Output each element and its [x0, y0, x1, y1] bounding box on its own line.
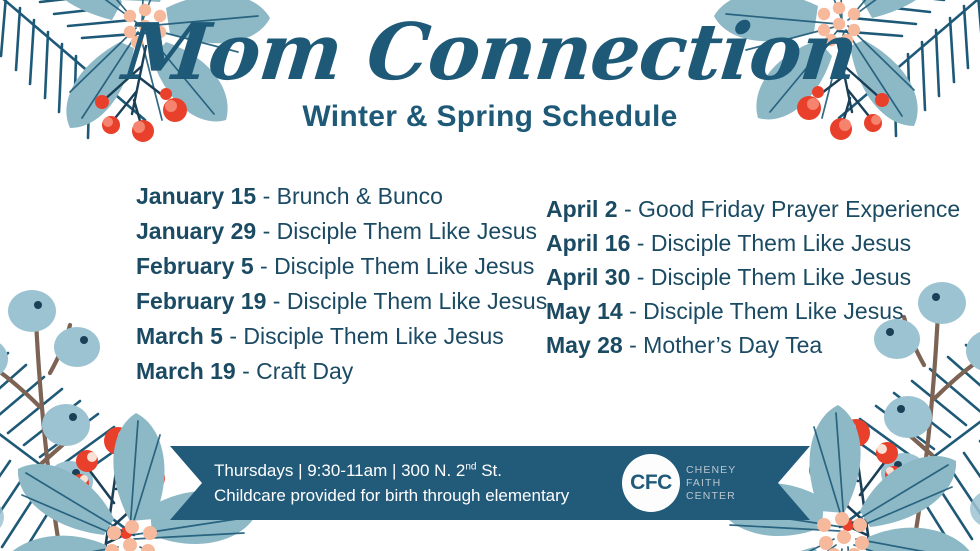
- schedule-event: Disciple Them Like Jesus: [650, 264, 912, 290]
- schedule-column-right: April 2 - Good Friday Prayer Experience …: [546, 192, 960, 362]
- schedule-event: Disciple Them Like Jesus: [286, 288, 548, 314]
- schedule-item: March 5 - Disciple Them Like Jesus: [136, 319, 536, 354]
- schedule-date: May 14: [546, 298, 623, 324]
- schedule-event: Disciple Them Like Jesus: [650, 230, 912, 256]
- logo-word-faith: FAITH: [686, 477, 722, 489]
- schedule-event: Disciple Them Like Jesus: [643, 298, 904, 324]
- page-title: Mom Connection: [118, 7, 862, 98]
- schedule-separator: -: [630, 264, 651, 290]
- logo-monogram: CFC: [630, 471, 672, 494]
- schedule-item: January 15 - Brunch & Bunco: [136, 179, 536, 214]
- banner-text-block: Thursdays | 9:30-11am | 300 N. 2nd St. C…: [214, 458, 569, 508]
- schedule-separator: -: [617, 196, 639, 222]
- schedule-separator: -: [622, 332, 644, 358]
- schedule-date: January 29: [136, 218, 257, 244]
- schedule-date: March 19: [136, 358, 236, 384]
- schedule-separator: -: [222, 323, 244, 349]
- banner-line-childcare: Childcare provided for birth through ele…: [214, 486, 570, 505]
- schedule-item: April 16 - Disciple Them Like Jesus: [546, 226, 956, 260]
- schedule-date: March 5: [136, 323, 223, 349]
- banner-line1-part2: St.: [476, 461, 503, 480]
- banner-line-meeting-info: Thursdays | 9:30-11am | 300 N. 2nd St.: [214, 458, 569, 483]
- logo-word-center: CENTER: [686, 490, 736, 502]
- pine-branch-bl: [0, 351, 136, 551]
- schedule-event: Craft Day: [256, 358, 354, 384]
- schedule-date: May 28: [546, 332, 623, 358]
- schedule-event: Disciple Them Like Jesus: [274, 253, 535, 279]
- banner-line1-part1: Thursdays | 9:30-11am | 300 N. 2: [214, 461, 466, 480]
- schedule-item: February 19 - Disciple Them Like Jesus: [136, 284, 547, 319]
- schedule-date: February 5: [136, 253, 254, 279]
- schedule-item: May 28 - Mother’s Day Tea: [546, 328, 956, 362]
- title-block: Mom Connection Winter & Spring Schedule: [0, 7, 980, 134]
- schedule-item: April 30 - Disciple Them Like Jesus: [546, 260, 956, 294]
- red-berries-bl: [71, 427, 165, 539]
- schedule-separator: -: [630, 230, 651, 256]
- cfc-logo: CFC CHENEY FAITH CENTER: [622, 454, 792, 512]
- schedule-separator: -: [235, 358, 257, 384]
- page-subtitle: Winter & Spring Schedule: [302, 100, 678, 133]
- schedule-event: Brunch & Bunco: [276, 183, 443, 209]
- berry-branch-bl: [0, 318, 85, 551]
- schedule-item: April 2 - Good Friday Prayer Experience: [546, 192, 960, 226]
- logo-wordmark: CHENEY FAITH CENTER: [686, 464, 736, 503]
- schedule-item: February 5 - Disciple Them Like Jesus: [136, 249, 536, 284]
- schedule-item: March 19 - Craft Day: [136, 354, 536, 389]
- red-berry-stems-bl: [82, 441, 152, 551]
- schedule-separator: -: [256, 218, 277, 244]
- schedule-separator: -: [266, 288, 287, 314]
- schedule-item: January 29 - Disciple Them Like Jesus: [136, 214, 538, 249]
- logo-circle: [622, 454, 680, 512]
- schedule-date: April 2: [546, 196, 618, 222]
- schedule-separator: -: [622, 298, 644, 324]
- schedule-date: January 15: [136, 183, 257, 209]
- schedule-date: April 16: [546, 230, 631, 256]
- info-banner: Thursdays | 9:30-11am | 300 N. 2nd St. C…: [170, 446, 810, 520]
- schedule-event: Disciple Them Like Jesus: [276, 218, 538, 244]
- ordinal-suffix: nd: [465, 461, 477, 473]
- schedule-column-left: January 15 - Brunch & Bunco January 29 -…: [136, 179, 547, 389]
- blue-berries-bl: [0, 290, 100, 528]
- schedule-date: February 19: [136, 288, 267, 314]
- schedule-event: Disciple Them Like Jesus: [243, 323, 504, 349]
- schedule-event: Mother’s Day Tea: [643, 332, 823, 358]
- schedule-event: Good Friday Prayer Experience: [638, 196, 961, 222]
- schedule-separator: -: [256, 183, 277, 209]
- schedule-item: May 14 - Disciple Them Like Jesus: [546, 294, 956, 328]
- schedule-separator: -: [253, 253, 275, 279]
- logo-word-cheney: CHENEY: [686, 464, 737, 476]
- schedule-date: April 30: [546, 264, 631, 290]
